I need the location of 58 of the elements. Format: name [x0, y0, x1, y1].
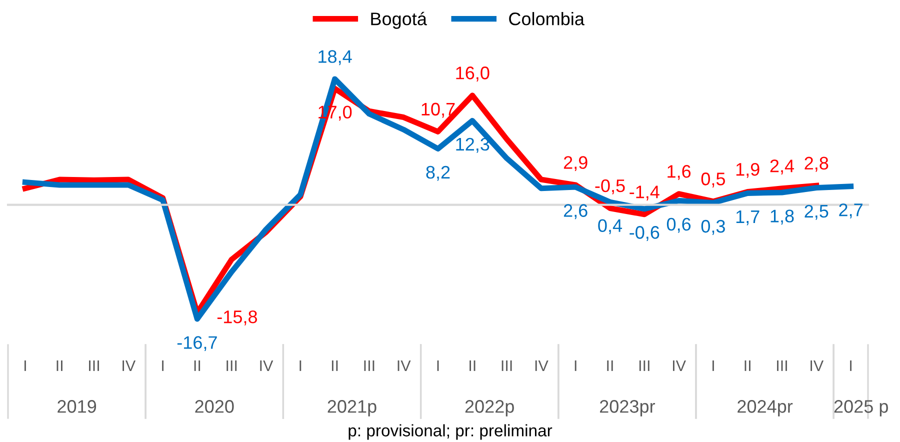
- data-label: -0,5: [595, 179, 625, 194]
- x-tick-label: II: [744, 360, 750, 371]
- x-tick-label: IV: [535, 360, 548, 371]
- data-label: 1,6: [668, 165, 691, 180]
- x-tick-label: II: [470, 360, 476, 371]
- x-tick-label: IV: [398, 360, 411, 371]
- text: 2020: [195, 400, 234, 413]
- text: 2022p: [465, 400, 514, 416]
- x-tick-label: III: [777, 360, 787, 371]
- data-label: 1,9: [736, 162, 760, 178]
- x-tick-label: IV: [122, 360, 136, 371]
- x-tick-label: II: [56, 360, 62, 371]
- data-label: 8,2: [426, 166, 450, 181]
- data-label: 2,5: [804, 204, 828, 220]
- data-label: 2,6: [564, 204, 588, 220]
- data-label: -0,6: [630, 226, 660, 241]
- x-tick-label: I: [850, 360, 852, 371]
- data-label: 0,5: [701, 172, 725, 188]
- text: 2021p: [328, 400, 376, 416]
- data-label: 0,4: [598, 219, 622, 234]
- text: 2024pr: [738, 400, 793, 416]
- x-tick-label: III: [502, 360, 512, 371]
- data-label: 2,8: [804, 156, 828, 172]
- data-label: -15,8: [217, 310, 258, 326]
- x-tick-label: II: [607, 360, 613, 371]
- text: 2019: [58, 400, 96, 413]
- x-tick-label: I: [574, 360, 576, 371]
- data-label: 1,7: [736, 210, 760, 226]
- x-tick-label: I: [162, 360, 164, 371]
- data-label: 2,4: [770, 160, 794, 174]
- text: 2025 p: [834, 400, 888, 416]
- data-label: 2,9: [564, 156, 588, 172]
- data-label: -1,4: [630, 186, 660, 200]
- x-tick-label: III: [89, 360, 99, 371]
- x-tick-label: I: [300, 360, 302, 371]
- x-tick-label: IV: [672, 360, 686, 371]
- data-label: 0,3: [701, 220, 725, 235]
- x-tick-label: I: [437, 360, 439, 371]
- data-label: 0,6: [666, 218, 691, 233]
- x-tick-label: IV: [260, 360, 274, 371]
- legend-label: Colombia: [509, 12, 584, 26]
- data-label: 2,7: [839, 203, 862, 218]
- data-label: 18,4: [318, 50, 352, 66]
- x-tick-label: III: [639, 360, 650, 371]
- data-label: 10,7: [422, 102, 455, 118]
- x-tick-label: I: [712, 360, 714, 371]
- x-tick-label: II: [194, 360, 200, 371]
- legend-label: Bogotá: [371, 12, 427, 29]
- x-tick-label: II: [332, 360, 338, 371]
- data-label: 1,8: [770, 210, 794, 225]
- x-tick-label: III: [226, 360, 237, 371]
- data-label: 16,0: [456, 66, 490, 82]
- x-tick-label: I: [24, 360, 26, 371]
- text: p: provisional; pr: preliminar: [348, 424, 552, 440]
- data-label: -16,7: [177, 336, 217, 352]
- x-tick-label: IV: [810, 360, 824, 371]
- text: 2023pr: [600, 400, 656, 416]
- x-tick-label: III: [364, 360, 374, 371]
